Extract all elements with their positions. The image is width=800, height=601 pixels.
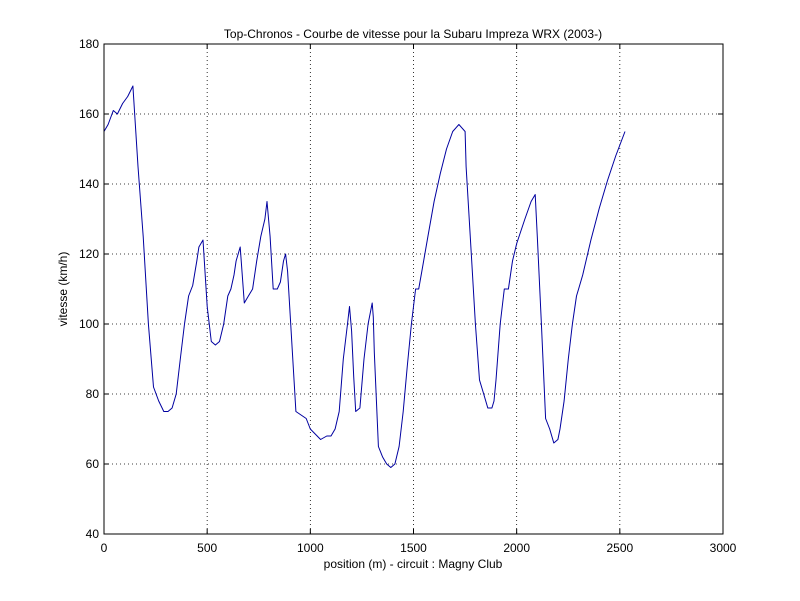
x-tick-label: 1500 [400,541,427,555]
y-tick-label: 80 [86,387,100,401]
tick-labels: 0 500 1000 1500 2000 2500 3000 40 60 80 100 120 140 1… [79,37,737,555]
speed-series-line [103,85,626,468]
y-axis-title: vitesse (km/h) [56,252,70,327]
x-tick-label: 1000 [297,541,324,555]
x-tick-label: 2500 [606,541,633,555]
x-tick-label: 2000 [503,541,530,555]
speed-series-group [103,85,626,468]
grid-lines [104,44,723,534]
y-tick-label: 40 [86,527,100,541]
y-tick-label: 160 [79,107,99,121]
x-tick-label: 0 [101,541,108,555]
chart-title: Top-Chronos - Courbe de vitesse pour la … [224,27,602,41]
x-axis-title: position (m) - circuit : Magny Club [324,557,503,571]
x-tick-label: 3000 [710,541,737,555]
y-tick-label: 60 [86,457,100,471]
y-tick-label: 100 [79,317,99,331]
x-tick-label: 500 [197,541,217,555]
y-tick-label: 140 [79,177,99,191]
axis-ticks [103,43,724,535]
y-tick-label: 120 [79,247,99,261]
y-tick-label: 180 [79,37,99,51]
